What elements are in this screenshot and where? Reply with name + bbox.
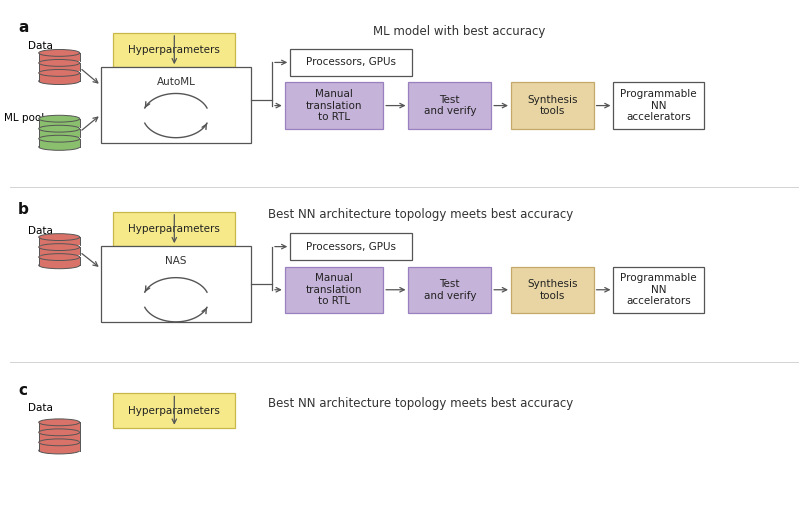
Ellipse shape <box>38 244 80 251</box>
Ellipse shape <box>38 419 80 426</box>
Text: Test
and verify: Test and verify <box>423 95 476 116</box>
Text: Hyperparameters: Hyperparameters <box>128 224 220 234</box>
Text: Synthesis
tools: Synthesis tools <box>527 279 578 300</box>
Polygon shape <box>38 63 80 71</box>
Polygon shape <box>38 118 80 127</box>
FancyBboxPatch shape <box>101 246 250 322</box>
FancyBboxPatch shape <box>113 33 235 67</box>
FancyBboxPatch shape <box>290 233 412 260</box>
Text: Manual
translation
to RTL: Manual translation to RTL <box>306 89 362 122</box>
Polygon shape <box>38 53 80 61</box>
Text: b: b <box>18 203 29 217</box>
Polygon shape <box>38 129 80 137</box>
FancyBboxPatch shape <box>113 212 235 246</box>
FancyBboxPatch shape <box>101 67 250 143</box>
Ellipse shape <box>38 439 80 446</box>
FancyBboxPatch shape <box>614 267 704 313</box>
Text: Processors, GPUs: Processors, GPUs <box>306 242 396 252</box>
Polygon shape <box>38 432 80 441</box>
Polygon shape <box>38 422 80 431</box>
Text: AutoML: AutoML <box>157 77 195 87</box>
Ellipse shape <box>38 143 80 150</box>
Text: Best NN architecture topology meets best accuracy: Best NN architecture topology meets best… <box>268 397 573 410</box>
Ellipse shape <box>38 69 80 76</box>
Text: NAS: NAS <box>165 256 186 266</box>
Text: Data: Data <box>28 41 53 51</box>
Text: a: a <box>18 20 29 35</box>
Text: Programmable
NN
accelerators: Programmable NN accelerators <box>620 89 697 122</box>
Polygon shape <box>38 257 80 265</box>
Text: ML pool: ML pool <box>5 114 45 123</box>
Ellipse shape <box>38 429 80 436</box>
Ellipse shape <box>38 135 80 142</box>
FancyBboxPatch shape <box>511 83 594 129</box>
Polygon shape <box>38 237 80 245</box>
FancyBboxPatch shape <box>285 267 383 313</box>
FancyBboxPatch shape <box>614 83 704 129</box>
Text: c: c <box>18 383 27 398</box>
Ellipse shape <box>38 125 80 132</box>
Text: Manual
translation
to RTL: Manual translation to RTL <box>306 273 362 306</box>
Ellipse shape <box>38 115 80 122</box>
Text: Test
and verify: Test and verify <box>423 279 476 300</box>
FancyBboxPatch shape <box>511 267 594 313</box>
Ellipse shape <box>38 234 80 241</box>
Ellipse shape <box>38 262 80 269</box>
Polygon shape <box>38 247 80 256</box>
Ellipse shape <box>38 254 80 260</box>
Ellipse shape <box>38 50 80 56</box>
Text: Synthesis
tools: Synthesis tools <box>527 95 578 116</box>
Ellipse shape <box>38 78 80 85</box>
Text: Programmable
NN
accelerators: Programmable NN accelerators <box>620 273 697 306</box>
Text: Data: Data <box>28 403 53 413</box>
Text: Data: Data <box>28 225 53 235</box>
FancyBboxPatch shape <box>290 49 412 76</box>
Polygon shape <box>38 442 80 451</box>
FancyBboxPatch shape <box>113 394 235 427</box>
Polygon shape <box>38 139 80 147</box>
FancyBboxPatch shape <box>409 83 491 129</box>
Text: Hyperparameters: Hyperparameters <box>128 406 220 415</box>
Text: Processors, GPUs: Processors, GPUs <box>306 58 396 67</box>
Text: Hyperparameters: Hyperparameters <box>128 45 220 55</box>
FancyBboxPatch shape <box>409 267 491 313</box>
Text: ML model with best accuracy: ML model with best accuracy <box>374 25 546 38</box>
Ellipse shape <box>38 59 80 66</box>
Polygon shape <box>38 73 80 81</box>
Ellipse shape <box>38 447 80 454</box>
Text: Best NN architecture topology meets best accuracy: Best NN architecture topology meets best… <box>268 208 573 221</box>
FancyBboxPatch shape <box>285 83 383 129</box>
